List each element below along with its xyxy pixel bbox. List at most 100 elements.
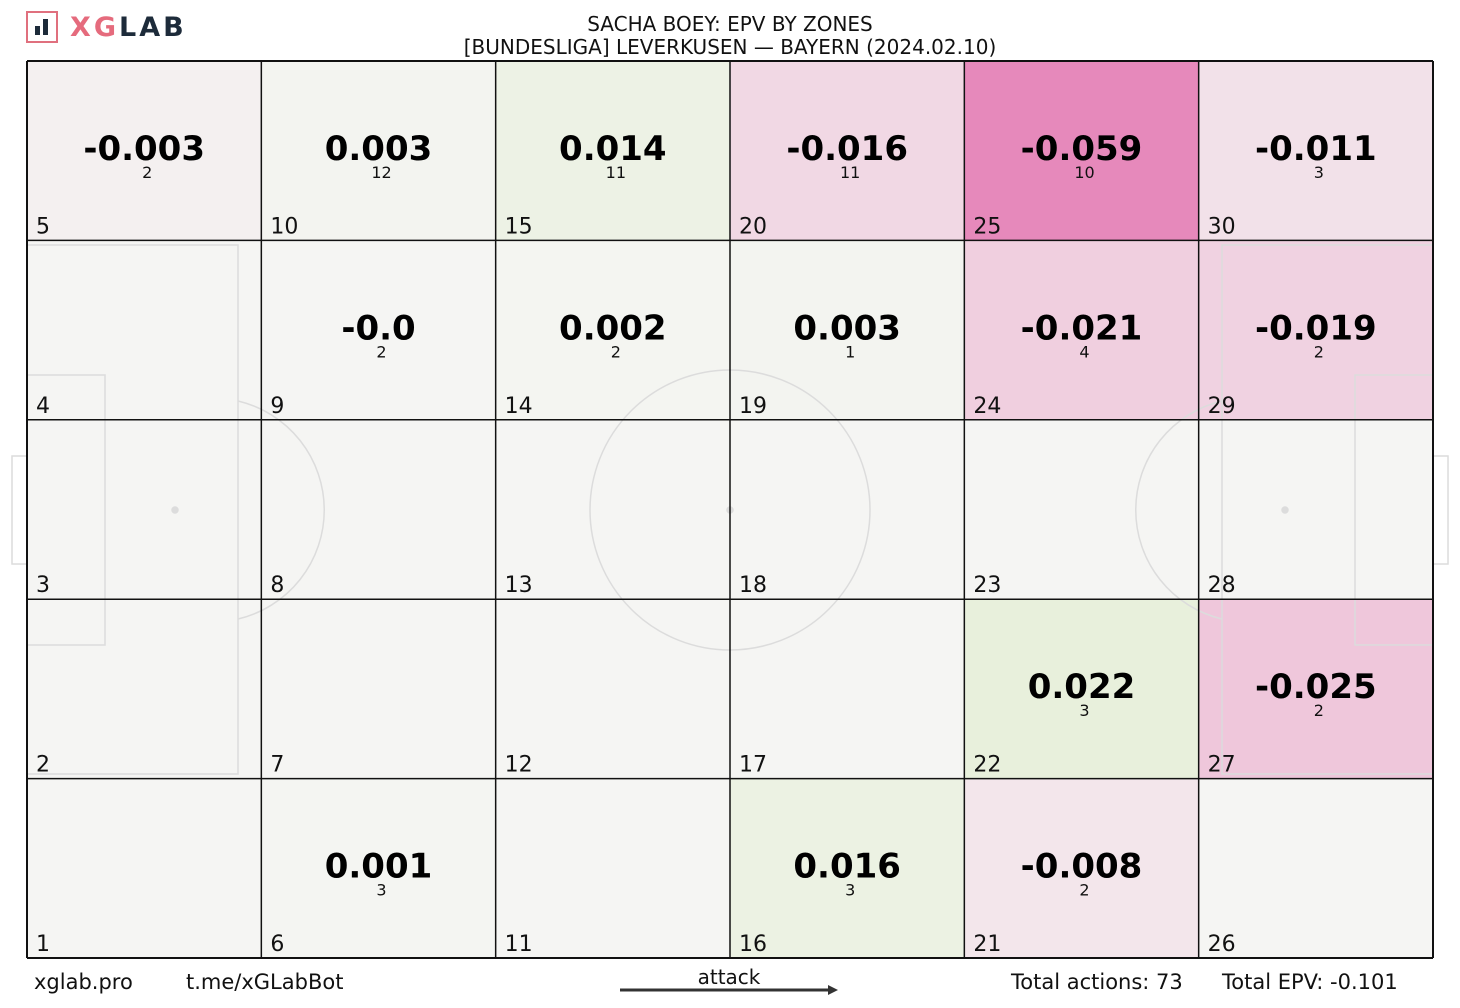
zone-action-count: 3	[1314, 163, 1324, 182]
zone-number: 29	[1208, 394, 1236, 419]
zone-number: 24	[973, 394, 1001, 419]
zone-cell	[495, 599, 730, 779]
zone-cell	[730, 240, 965, 420]
attack-arrow-icon	[620, 985, 838, 995]
zone-cell	[1198, 778, 1433, 958]
zone-number: 9	[270, 394, 284, 419]
zone-epv-value: -0.021	[1021, 308, 1143, 348]
zone-epv-value: -0.016	[786, 129, 908, 169]
zone-epv-value: -0.019	[1255, 308, 1377, 348]
zone-number: 15	[505, 214, 533, 239]
zone-action-count: 2	[376, 342, 386, 361]
zone-epv-value: 0.003	[793, 308, 901, 348]
zone-cell	[1198, 599, 1433, 779]
zone-action-count: 12	[371, 163, 391, 182]
zone-cell	[495, 61, 730, 241]
zone-action-count: 3	[376, 881, 386, 900]
zone-cell	[495, 778, 730, 958]
bar-chart-icon	[26, 11, 58, 43]
zone-grid	[26, 60, 1434, 959]
zone-action-count: 2	[1079, 881, 1089, 900]
zone-cell	[27, 419, 262, 600]
zone-cell	[261, 61, 496, 241]
zone-number: 16	[739, 932, 767, 957]
zone-action-count: 2	[1314, 701, 1324, 720]
zone-number: 4	[36, 394, 50, 419]
zone-cell	[1198, 61, 1433, 241]
zone-epv-value: -0.011	[1255, 129, 1377, 169]
xglab-logo: XGLAB	[26, 11, 187, 43]
footer-site: xglab.pro	[34, 970, 133, 994]
zone-number: 10	[270, 214, 298, 239]
zone-cell	[964, 419, 1199, 600]
zone-cell	[964, 240, 1199, 420]
zone-cell	[261, 419, 496, 600]
zone-number: 1	[36, 932, 50, 957]
zone-epv-value: -0.008	[1021, 847, 1143, 887]
zone-action-count: 2	[1314, 342, 1324, 361]
zone-action-count: 10	[1074, 163, 1094, 182]
zone-number: 18	[739, 573, 767, 598]
zone-labels: 12345-0.003260.0013789-0.02100.003121112…	[36, 129, 1377, 957]
zone-cell	[964, 61, 1199, 241]
zone-number: 19	[739, 394, 767, 419]
zone-action-count: 1	[845, 342, 855, 361]
left-goal	[11, 455, 28, 565]
zone-number: 30	[1208, 214, 1236, 239]
zone-cell	[730, 778, 965, 958]
zone-epv-value: 0.003	[325, 129, 433, 169]
zone-number: 2	[36, 753, 50, 778]
total-epv: Total EPV: -0.101	[1222, 970, 1398, 994]
zone-cell	[730, 61, 965, 241]
zone-number: 6	[270, 932, 284, 957]
zone-number: 27	[1208, 753, 1236, 778]
zone-cell	[27, 61, 262, 241]
zone-cell	[730, 419, 965, 600]
zone-cells	[27, 61, 1433, 958]
zone-epv-value: -0.059	[1021, 129, 1143, 169]
zone-cell	[964, 778, 1199, 958]
total-actions: Total actions: 73	[1011, 970, 1183, 994]
zone-number: 14	[505, 394, 533, 419]
attack-label: attack	[697, 965, 761, 989]
zone-number: 22	[973, 753, 1001, 778]
zone-action-count: 3	[1079, 701, 1089, 720]
zone-epv-value: 0.002	[559, 308, 667, 348]
zone-action-count: 11	[606, 163, 626, 182]
zone-epv-value: -0.025	[1255, 667, 1377, 707]
zone-number: 3	[36, 573, 50, 598]
zone-cell	[730, 599, 965, 779]
right-penalty-spot	[1281, 506, 1289, 514]
logo-letter-g: G	[93, 11, 119, 43]
logo-letter-x: X	[70, 11, 94, 43]
zone-number: 12	[505, 753, 533, 778]
zone-epv-value: -0.0	[341, 308, 415, 348]
footer-bot: t.me/xGLabBot	[186, 970, 344, 994]
zone-cell	[27, 599, 262, 779]
zone-cell	[1198, 419, 1433, 600]
zone-number: 25	[973, 214, 1001, 239]
zone-epv-value: 0.016	[793, 847, 901, 887]
zone-action-count: 2	[142, 163, 152, 182]
zone-epv-value: 0.001	[325, 847, 433, 887]
logo-bar	[43, 19, 48, 35]
zone-epv-value: 0.014	[559, 129, 667, 169]
zone-number: 20	[739, 214, 767, 239]
zone-cell	[495, 419, 730, 600]
zone-number: 8	[270, 573, 284, 598]
zone-cell	[27, 778, 262, 958]
zone-cell	[261, 599, 496, 779]
zone-number: 17	[739, 753, 767, 778]
zone-cell	[27, 240, 262, 420]
zone-number: 11	[505, 932, 533, 957]
zone-number: 26	[1208, 932, 1236, 957]
zone-epv-value: 0.022	[1028, 667, 1136, 707]
zone-cell	[261, 778, 496, 958]
zone-action-count: 4	[1079, 342, 1089, 361]
zone-action-count: 11	[840, 163, 860, 182]
zone-action-count: 3	[845, 881, 855, 900]
logo-text: XGLAB	[70, 12, 187, 43]
zone-number: 13	[505, 573, 533, 598]
zone-cell	[261, 240, 496, 420]
